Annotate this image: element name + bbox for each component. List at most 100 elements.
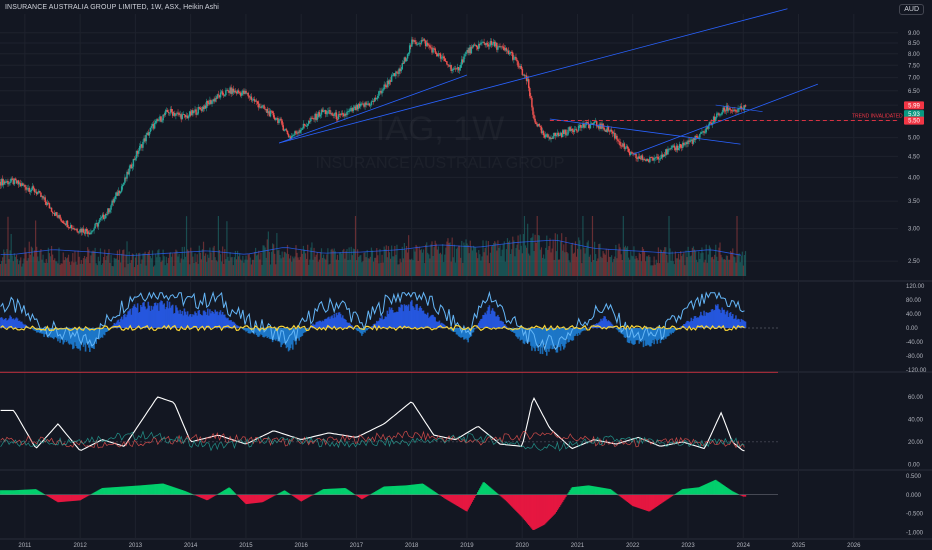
currency-button[interactable]: AUD — [899, 4, 924, 15]
candle-body — [56, 212, 58, 216]
hist-bar — [66, 494, 69, 502]
candle-body — [185, 115, 188, 118]
volume-bar — [191, 251, 193, 276]
volume-bar — [648, 255, 650, 276]
candle-body — [292, 135, 294, 137]
volume-bar — [408, 235, 410, 276]
candle-body — [173, 112, 175, 116]
candle-body — [386, 80, 389, 88]
hist-bar — [538, 494, 541, 528]
volume-bar — [667, 262, 669, 276]
candle-body — [599, 123, 601, 129]
candle-body — [168, 112, 171, 114]
volume-bar — [58, 247, 60, 276]
hist-bar — [342, 488, 344, 495]
candle-body — [319, 114, 322, 117]
volume-bar — [33, 250, 36, 276]
candle-body — [340, 113, 343, 115]
hist-bar — [360, 494, 362, 499]
hist-bar — [366, 494, 368, 497]
volume-bar — [98, 261, 100, 276]
hist-bar — [511, 494, 513, 507]
volume-bar — [338, 252, 341, 276]
candle-body — [565, 129, 567, 136]
volume-bar — [544, 258, 546, 276]
candle-body — [531, 97, 533, 108]
volume-bar — [502, 244, 504, 276]
candle-body — [636, 158, 638, 160]
candle-body — [559, 132, 562, 135]
candle-body — [38, 191, 40, 193]
hist-bar — [435, 492, 437, 495]
candle-body — [546, 134, 548, 136]
candle-body — [412, 39, 414, 42]
candle-body — [199, 107, 202, 110]
volume-bar — [575, 256, 578, 276]
candle-body — [4, 181, 6, 183]
hist-bar — [81, 494, 84, 500]
hist-bar — [401, 485, 403, 495]
candle-body — [625, 146, 628, 148]
volume-bar — [189, 264, 191, 276]
candle-body — [463, 56, 465, 63]
candle-body — [266, 108, 269, 113]
candle-body — [725, 105, 728, 112]
candle-body — [586, 121, 588, 123]
volume-bar — [487, 241, 489, 276]
candle-body — [598, 126, 600, 129]
hist-bar — [254, 494, 257, 504]
volume-bar — [415, 244, 417, 276]
volume-bar — [423, 263, 426, 276]
volume-bar — [611, 255, 613, 276]
hist-bar — [208, 494, 210, 500]
volume-bar — [675, 258, 678, 276]
volume-bar — [214, 257, 216, 276]
hist-bar — [694, 487, 697, 495]
hist-bar — [145, 484, 147, 495]
volume-bar — [534, 234, 536, 276]
volume-bar — [380, 262, 382, 276]
hist-bar — [611, 490, 614, 495]
hist-bar — [410, 484, 412, 495]
volume-bar — [580, 249, 582, 276]
volume-bar — [299, 256, 301, 276]
candle-body — [462, 59, 464, 63]
hist-bar — [630, 494, 632, 505]
hist-bar — [348, 490, 350, 495]
hist-bar — [350, 491, 352, 495]
candle-body — [0, 178, 3, 186]
candle-body — [581, 127, 583, 128]
hist-bar — [478, 490, 480, 495]
candle-body — [664, 154, 666, 156]
volume-bar — [608, 256, 611, 276]
candle-body — [652, 157, 654, 161]
volume-bar — [400, 262, 402, 276]
candle-body — [686, 142, 688, 144]
hist-bar — [182, 490, 185, 495]
candle-body — [410, 45, 412, 47]
volume-bar — [574, 241, 577, 276]
hist-bar — [610, 489, 613, 495]
volume-bar — [15, 254, 18, 276]
hist-bar — [594, 486, 597, 495]
candle-body — [237, 90, 240, 93]
hist-bar — [503, 494, 505, 500]
candle-body — [407, 52, 410, 55]
volume-bar — [29, 254, 31, 276]
volume-bar — [539, 249, 542, 276]
volume-bar — [560, 241, 562, 276]
volume-bar — [567, 253, 569, 276]
volume-bar — [460, 257, 462, 276]
volume-bar — [558, 259, 561, 276]
volume-bar — [345, 251, 347, 276]
price-tick-label: 5.00 — [908, 136, 920, 142]
volume-bar — [220, 261, 223, 276]
candle-body — [484, 43, 486, 46]
candle-body — [59, 215, 61, 219]
candle-body — [519, 65, 521, 68]
hist-bar — [340, 488, 343, 495]
volume-bar — [82, 258, 85, 276]
candle-body — [402, 63, 405, 64]
volume-bar — [655, 259, 657, 276]
